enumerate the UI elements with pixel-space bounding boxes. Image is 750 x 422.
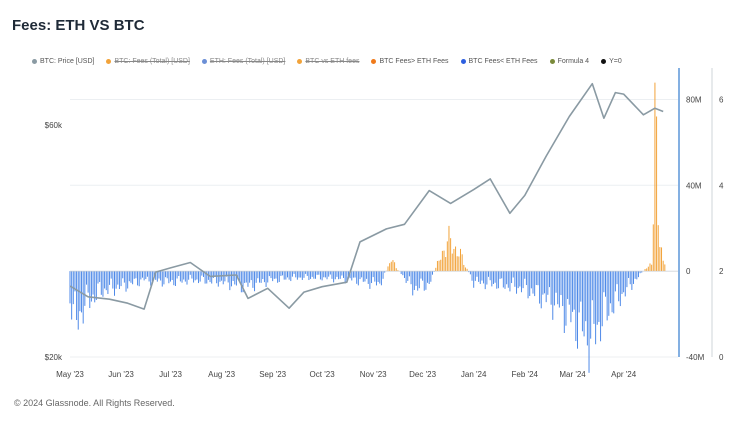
legend-dot-icon <box>106 59 112 64</box>
legend-item-7[interactable]: Y=0 <box>601 58 622 65</box>
mid-axis-tick-1: 40M <box>686 181 702 190</box>
legend-dot-icon <box>201 59 207 64</box>
legend-item-5[interactable]: BTC Fees< ETH Fees <box>460 58 538 65</box>
left-axis-tick-60k: $60k <box>45 121 63 130</box>
x-tick-6: Nov '23 <box>360 370 387 379</box>
x-tick-9: Feb '24 <box>512 370 539 379</box>
copyright-footer: © 2024 Glassnode. All Rights Reserved. <box>14 398 175 408</box>
legend-item-4[interactable]: BTC Fees> ETH Fees <box>371 58 449 65</box>
legend-label: BTC vs ETH fees <box>305 58 360 65</box>
legend-label: ETH: Fees (Total) [USD] <box>209 58 286 65</box>
legend-dot-icon <box>549 59 555 64</box>
x-tick-1: Jun '23 <box>108 370 134 379</box>
legend-item-2[interactable]: ETH: Fees (Total) [USD] <box>201 58 286 65</box>
right-axis-tick-2: 2 <box>719 267 724 276</box>
chart-title: Fees: ETH VS BTC <box>12 17 145 34</box>
chart-canvas[interactable]: $60k $20k 80M 40M 0 -40M 6 4 2 0 May '23 Jun '23 Jul… <box>0 0 750 400</box>
legend-item-6[interactable]: Formula 4 <box>549 58 590 65</box>
x-tick-5: Oct '23 <box>310 370 336 379</box>
mid-axis-tick-0: 80M <box>686 95 702 104</box>
legend-label: Formula 4 <box>557 58 590 65</box>
x-tick-2: Jul '23 <box>159 370 182 379</box>
left-axis-tick-20k: $20k <box>45 353 63 362</box>
x-tick-10: Mar '24 <box>559 370 586 379</box>
legend-label: BTC: Fees (Total) [USD] <box>114 58 190 65</box>
legend-label: BTC Fees> ETH Fees <box>379 58 449 65</box>
legend-dot-icon <box>460 59 466 64</box>
x-tick-11: Apr '24 <box>611 370 637 379</box>
x-tick-7: Dec '23 <box>409 370 436 379</box>
legend: BTC: Price [USD] BTC: Fees (Total) [USD] E… <box>32 58 622 65</box>
x-tick-4: Sep '23 <box>259 370 286 379</box>
mid-axis-tick-3: -40M <box>686 353 705 362</box>
btc-price-line <box>69 82 664 310</box>
legend-dot-icon <box>32 59 37 64</box>
legend-label: BTC: Price [USD] <box>40 58 95 65</box>
legend-item-3[interactable]: BTC vs ETH fees <box>297 58 359 65</box>
mid-axis-tick-2: 0 <box>686 267 691 276</box>
x-tick-3: Aug '23 <box>208 370 235 379</box>
right-axis-tick-1: 4 <box>719 181 724 190</box>
legend-dot-icon <box>601 59 607 64</box>
right-axis-tick-3: 0 <box>719 353 724 362</box>
legend-item-1[interactable]: BTC: Fees (Total) [USD] <box>106 58 190 65</box>
legend-item-0[interactable]: BTC: Price [USD] <box>32 58 94 65</box>
x-tick-8: Jan '24 <box>461 370 487 379</box>
legend-label: Y=0 <box>609 58 622 65</box>
legend-dot-icon <box>297 59 303 64</box>
x-tick-0: May '23 <box>56 370 84 379</box>
legend-dot-icon <box>371 59 377 64</box>
legend-label: BTC Fees< ETH Fees <box>468 58 538 65</box>
right-axis-tick-0: 6 <box>719 95 724 104</box>
